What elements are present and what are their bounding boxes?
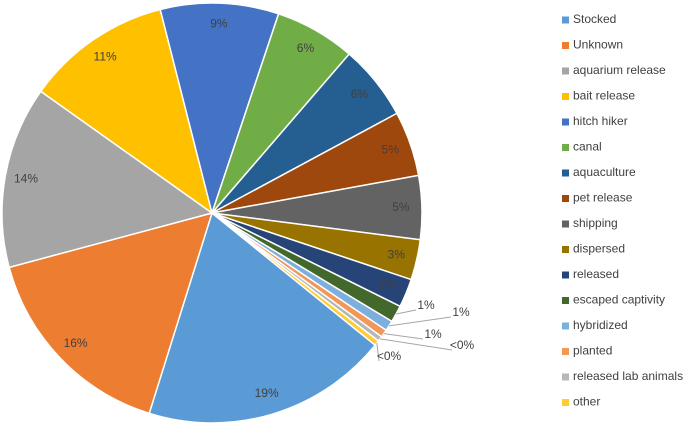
leader-line <box>389 316 452 327</box>
data-label: 14% <box>14 172 38 186</box>
legend-swatch <box>562 93 569 100</box>
legend-label: Unknown <box>573 38 623 52</box>
legend-label: Stocked <box>573 12 616 26</box>
legend-label: planted <box>573 344 612 358</box>
legend-swatch <box>562 42 569 49</box>
legend-label: aquarium release <box>573 63 666 77</box>
legend-swatch <box>562 322 569 330</box>
legend-label: hybridized <box>573 318 628 332</box>
data-label: <0% <box>377 349 402 363</box>
pie-slice <box>1 90 214 269</box>
data-label: 1% <box>452 305 470 319</box>
legend-swatch <box>562 246 569 253</box>
legend-label: bait release <box>573 89 635 103</box>
data-label: 1% <box>424 327 442 341</box>
pie-slice <box>211 212 380 347</box>
leader-line <box>383 333 424 340</box>
data-label: 19% <box>255 386 279 400</box>
data-label: 5% <box>392 200 410 214</box>
leader-line <box>379 338 453 351</box>
legend-label: canal <box>573 140 602 154</box>
legend-label: pet release <box>573 191 633 205</box>
data-label: 5% <box>382 143 400 157</box>
legend-label: escaped captivity <box>573 293 665 307</box>
data-label: 6% <box>297 41 315 55</box>
data-label: 3% <box>388 247 406 261</box>
data-label: 1% <box>417 298 435 312</box>
legend-label: released lab animals <box>573 369 683 383</box>
data-label: 2% <box>378 277 396 291</box>
legend-swatch <box>562 271 569 279</box>
data-label: <0% <box>450 338 475 352</box>
legend-swatch <box>562 16 569 24</box>
legend-swatch <box>562 67 569 75</box>
leader-line <box>376 343 380 362</box>
pie-slice <box>159 2 280 216</box>
legend-swatch <box>562 348 569 355</box>
legend-label: other <box>573 395 600 409</box>
data-label: 11% <box>94 49 117 63</box>
legend-label: shipping <box>573 216 618 230</box>
legend-swatch <box>562 195 569 202</box>
legend-swatch <box>562 297 569 304</box>
legend-swatch <box>562 399 569 406</box>
legend-swatch <box>562 373 569 381</box>
data-label: 6% <box>351 87 369 101</box>
legend-swatch <box>562 118 569 126</box>
legend-label: released <box>573 267 619 281</box>
legend-label: aquaculture <box>573 165 636 179</box>
legend-swatch <box>562 169 569 177</box>
data-label: 9% <box>210 16 228 30</box>
legend-swatch <box>562 144 569 151</box>
pie-slice <box>8 211 214 415</box>
pie-slice <box>148 211 377 424</box>
leader-line <box>396 309 417 315</box>
legend-label: dispersed <box>573 242 625 256</box>
legend-swatch <box>562 220 569 228</box>
pie-slice <box>39 8 214 215</box>
data-label: 16% <box>64 336 88 350</box>
legend-label: hitch hiker <box>573 114 628 128</box>
